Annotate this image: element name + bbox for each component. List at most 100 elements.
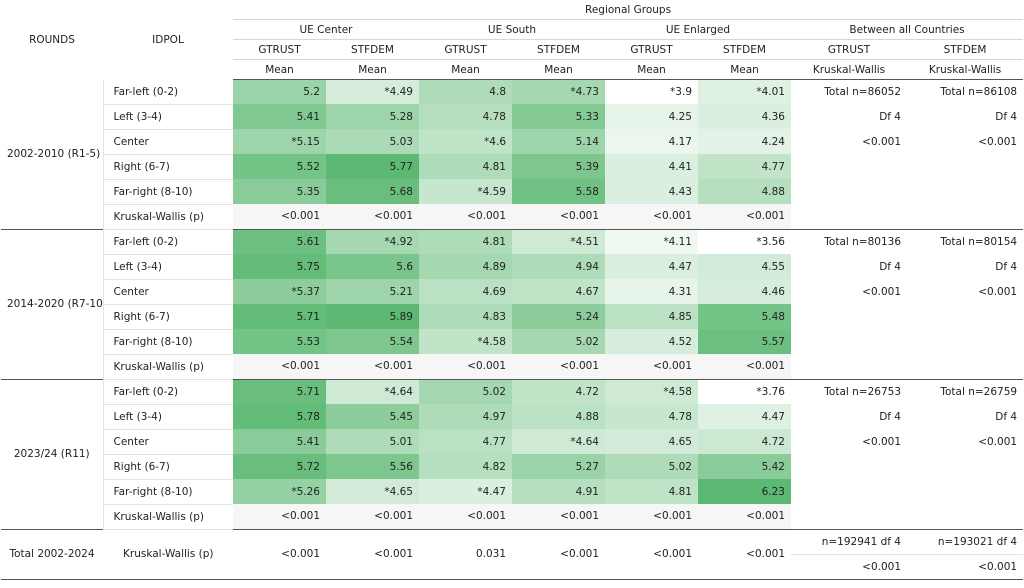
idpol-label: Far-left (0-2) — [103, 228, 233, 255]
mean-cell: 4.89 — [419, 254, 512, 279]
total-kw-value: <0.001 — [233, 528, 326, 579]
mean-cell: 5.01 — [326, 429, 419, 454]
mean-cell: 5.39 — [512, 154, 605, 179]
round-label: 2023/24 (R11) — [1, 378, 104, 529]
total-round-label: Total 2002-2024 — [1, 528, 103, 579]
total-side-n: n=193021 df 4 — [907, 528, 1024, 555]
mean-cell: 5.14 — [512, 129, 605, 154]
mean-cell: *4.51 — [512, 228, 605, 254]
regional-groups-header: Regional Groups — [233, 0, 1024, 20]
mean-cell: *4.01 — [698, 79, 791, 104]
country-stat-cell: Total n=86108 — [907, 79, 1024, 104]
stat-header: Mean — [605, 59, 698, 80]
mean-cell: *4.47 — [419, 479, 512, 504]
country-stat-cell: Df 4 — [907, 104, 1024, 129]
mean-cell: 4.17 — [605, 129, 698, 154]
mean-cell: 4.91 — [512, 479, 605, 504]
kw-label: Kruskal-Wallis (p) — [103, 354, 233, 380]
kruskal-wallis-row: Kruskal-Wallis (p) <0.001 <0.001 <0.001 <0.0… — [1, 354, 1024, 380]
mean-cell: 4.41 — [605, 154, 698, 179]
mean-cell: 4.36 — [698, 104, 791, 129]
mean-cell: 5.77 — [326, 154, 419, 179]
idpol-label: Far-left (0-2) — [103, 79, 233, 105]
kw-cell: <0.001 — [326, 504, 419, 529]
mean-cell: 5.89 — [326, 304, 419, 329]
mean-cell: 5.03 — [326, 129, 419, 154]
mean-cell: *4.92 — [326, 228, 419, 254]
country-stat-cell — [791, 454, 907, 479]
mean-cell: 4.88 — [698, 179, 791, 204]
mean-cell: 5.28 — [326, 104, 419, 129]
mean-cell: *4.73 — [512, 79, 605, 104]
country-stat-cell: <0.001 — [791, 429, 907, 454]
kw-cell: <0.001 — [512, 204, 605, 229]
mean-cell: 5.48 — [698, 304, 791, 329]
table-row: Far-right (8-10) *5.26 *4.65 *4.47 4.91 4.81 6… — [1, 479, 1024, 505]
idpol-header: IDPOL — [152, 33, 184, 46]
country-stat-cell — [907, 304, 1024, 329]
mean-cell: 5.24 — [512, 304, 605, 329]
mean-cell: 5.35 — [233, 179, 326, 204]
idpol-label: Right (6-7) — [103, 154, 233, 180]
mean-cell: 4.46 — [698, 279, 791, 304]
stat-header: Mean — [233, 59, 326, 80]
mean-cell: 5.71 — [233, 304, 326, 329]
idpol-label: Center — [103, 129, 233, 155]
mean-cell: 4.94 — [512, 254, 605, 279]
mean-cell: *5.37 — [233, 279, 326, 304]
rounds-header: ROUNDS — [29, 33, 75, 46]
table-row: Center *5.15 5.03 *4.6 5.14 4.17 4.24 <0.001 <0.… — [1, 129, 1024, 155]
table-row: Right (6-7) 5.71 5.89 4.83 5.24 4.85 5.48 — [1, 304, 1024, 330]
table-row: Far-right (8-10) 5.35 5.68 *4.59 5.58 4.43 4.8… — [1, 179, 1024, 205]
mean-cell: 4.72 — [698, 429, 791, 454]
kw-cell: <0.001 — [698, 204, 791, 229]
table-row: Left (3-4) 5.75 5.6 4.89 4.94 4.47 4.55 Df 4 Df … — [1, 254, 1024, 280]
mean-cell: 4.77 — [419, 429, 512, 454]
mean-cell: 5.71 — [233, 378, 326, 404]
mean-cell: 5.21 — [326, 279, 419, 304]
country-stat-cell — [791, 479, 907, 504]
kw-cell: <0.001 — [419, 504, 512, 529]
table-row: Right (6-7) 5.52 5.77 4.81 5.39 4.41 4.77 — [1, 154, 1024, 180]
mean-cell: 5.56 — [326, 454, 419, 479]
mean-cell: *4.58 — [605, 378, 698, 404]
mean-cell: *5.26 — [233, 479, 326, 504]
kruskal-wallis-row: Kruskal-Wallis (p) <0.001 <0.001 <0.001 <0.0… — [1, 504, 1024, 530]
mean-cell: *4.65 — [326, 479, 419, 504]
kw-label: Kruskal-Wallis (p) — [103, 204, 233, 230]
kw-cell: <0.001 — [326, 354, 419, 379]
total-kw-value: <0.001 — [698, 528, 791, 579]
mean-cell: *4.64 — [512, 429, 605, 454]
mean-cell: 5.45 — [326, 404, 419, 429]
country-stat-cell — [907, 454, 1024, 479]
idpol-label: Far-right (8-10) — [103, 179, 233, 205]
table-row: Left (3-4) 5.78 5.45 4.97 4.88 4.78 4.47 Df 4 Df… — [1, 404, 1024, 430]
mean-cell: 5.2 — [233, 79, 326, 104]
mean-cell: 5.02 — [419, 378, 512, 404]
mean-cell: 5.41 — [233, 104, 326, 129]
mean-cell: 5.68 — [326, 179, 419, 204]
mean-cell: 5.58 — [512, 179, 605, 204]
mean-cell: *4.59 — [419, 179, 512, 204]
mean-cell: 4.43 — [605, 179, 698, 204]
country-stat-cell: <0.001 — [907, 129, 1024, 154]
kw-cell: <0.001 — [698, 354, 791, 379]
country-stat-cell: Df 4 — [791, 404, 907, 429]
idpol-label: Center — [103, 429, 233, 455]
mean-cell: *3.76 — [698, 378, 791, 404]
stat-header: Mean — [326, 59, 419, 80]
mean-cell: 4.81 — [419, 154, 512, 179]
mean-cell: 4.97 — [419, 404, 512, 429]
total-kw-label: Kruskal-Wallis (p) — [103, 528, 233, 579]
mean-cell: 4.78 — [419, 104, 512, 129]
kw-cell: <0.001 — [605, 204, 698, 229]
country-stat-cell: <0.001 — [907, 279, 1024, 304]
mean-cell: 5.27 — [512, 454, 605, 479]
country-stat-cell: Df 4 — [907, 254, 1024, 279]
kw-cell: <0.001 — [605, 354, 698, 379]
mean-cell: 4.72 — [512, 378, 605, 404]
mean-cell: 5.6 — [326, 254, 419, 279]
total-section: Total 2002-2024 Kruskal-Wallis (p) <0.00… — [1, 528, 1024, 579]
mean-cell: 6.23 — [698, 479, 791, 504]
